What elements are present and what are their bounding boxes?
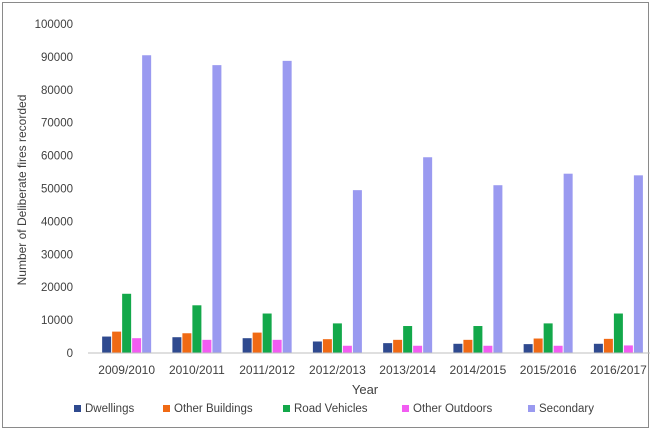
legend-label: Secondary — [539, 403, 594, 415]
legend-label: Other Outdoors — [413, 403, 493, 415]
y-tick-label: 30000 — [41, 249, 73, 261]
bar-other-outdoors — [202, 339, 212, 353]
bar-road-vehicles — [403, 326, 413, 353]
bar-other-buildings — [322, 339, 332, 353]
bar-dwellings — [523, 344, 533, 353]
y-tick-label: 50000 — [41, 184, 73, 196]
bar-road-vehicles — [122, 293, 132, 353]
bar-other-buildings — [252, 332, 262, 353]
bar-secondary — [142, 55, 152, 353]
bar-secondary — [212, 65, 222, 354]
bar-other-buildings — [112, 331, 122, 353]
y-tick-label: 90000 — [41, 52, 73, 64]
y-tick-label: 70000 — [41, 118, 73, 130]
legend-swatch-other-buildings — [163, 405, 170, 412]
legend-swatch-other-outdoors — [402, 405, 409, 412]
bar-other-outdoors — [483, 345, 493, 353]
bar-dwellings — [242, 338, 252, 353]
x-tick-label: 2016/2017 — [590, 363, 647, 377]
bar-dwellings — [102, 336, 112, 353]
bar-secondary — [633, 175, 643, 353]
x-tick-label: 2011/2012 — [239, 363, 295, 377]
bar-other-buildings — [463, 339, 473, 353]
bar-road-vehicles — [473, 326, 483, 353]
legend-label: Other Buildings — [174, 403, 253, 415]
bar-road-vehicles — [543, 323, 553, 353]
legend-swatch-dwellings — [74, 405, 81, 412]
x-axis: 2009/2010 2010/2011 2011/2012 2012/2013 2013… — [88, 352, 650, 377]
x-tick-label: 2012/2013 — [309, 363, 366, 377]
bar-other-outdoors — [553, 345, 563, 353]
x-tick-label: 2013/2014 — [379, 363, 436, 377]
bar-secondary — [423, 157, 433, 353]
bar-dwellings — [312, 341, 322, 353]
bar-road-vehicles — [192, 305, 202, 353]
bar-secondary — [493, 185, 503, 353]
legend-label: Road Vehicles — [294, 403, 368, 415]
bar-other-outdoors — [623, 345, 633, 353]
y-axis-label: Number of Deliberate fires recorded — [15, 95, 29, 286]
bar-other-outdoors — [272, 339, 282, 353]
bar-other-buildings — [182, 333, 192, 353]
bar-other-buildings — [603, 338, 613, 353]
bar-secondary — [563, 173, 573, 353]
bar-other-outdoors — [132, 338, 142, 353]
x-tick-label: 2009/2010 — [98, 363, 155, 377]
bar-other-buildings — [393, 339, 403, 353]
y-tick-label: 40000 — [41, 216, 73, 228]
legend-swatch-secondary — [528, 405, 535, 412]
x-tick-label: 2010/2011 — [169, 363, 225, 377]
x-axis-label: Year — [352, 382, 379, 397]
bar-other-buildings — [533, 338, 543, 353]
y-tick-label: 80000 — [41, 85, 73, 97]
bar-secondary — [352, 190, 362, 353]
y-tick-label: 60000 — [41, 151, 73, 163]
y-tick-label: 0 — [67, 348, 73, 360]
x-tick-label: 2014/2015 — [450, 363, 507, 377]
chart-frame — [2, 2, 649, 428]
bar-secondary — [282, 60, 292, 353]
y-tick-label: 100000 — [35, 19, 73, 31]
bar-other-outdoors — [413, 345, 423, 353]
bar-dwellings — [453, 343, 463, 353]
bar-dwellings — [172, 337, 182, 353]
bar-other-outdoors — [342, 345, 352, 353]
y-tick-label: 20000 — [41, 282, 73, 294]
x-tick-label: 2015/2016 — [520, 363, 577, 377]
bars — [102, 55, 643, 354]
bar-dwellings — [593, 343, 603, 353]
bar-road-vehicles — [262, 313, 272, 353]
bar-road-vehicles — [332, 323, 342, 353]
bar-dwellings — [383, 343, 393, 353]
legend-swatch-road-vehicles — [283, 405, 290, 412]
bar-road-vehicles — [613, 313, 623, 353]
y-axis: 0 10000 20000 30000 40000 50000 60000 70000 8000… — [35, 19, 73, 360]
y-tick-label: 10000 — [41, 315, 73, 327]
legend-label: Dwellings — [85, 403, 134, 415]
legend: Dwellings Other Buildings Road Vehicles Oth… — [74, 403, 594, 415]
